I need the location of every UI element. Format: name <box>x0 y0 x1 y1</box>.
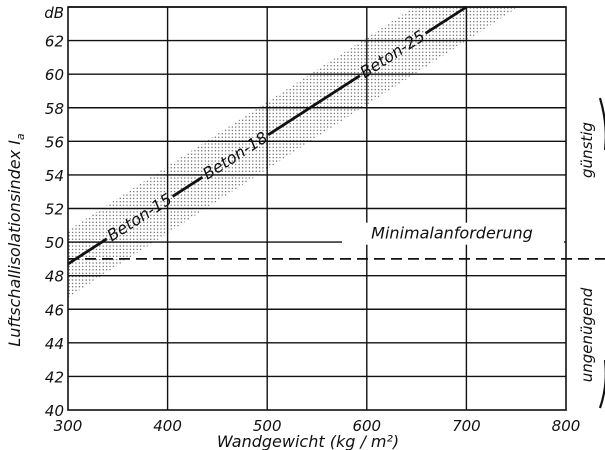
y-tick-label-58: 58 <box>45 100 64 118</box>
x-tick-label-300: 300 <box>54 417 83 435</box>
series-line-segment-3 <box>267 74 361 136</box>
tolerance-band-area <box>68 7 519 298</box>
y-tick-label-42: 42 <box>45 368 64 386</box>
side-annotations: günstig ungenügend <box>578 97 605 409</box>
y-tick-label-62: 62 <box>45 33 64 51</box>
x-tick-label-700: 700 <box>452 417 481 435</box>
y-tick-label-50: 50 <box>45 234 64 252</box>
tolerance-band <box>68 7 519 298</box>
grid <box>67 6 567 411</box>
x-tick-label-600: 600 <box>352 417 381 435</box>
y-tick-label-54: 54 <box>45 167 64 185</box>
y-tick-label-60: 60 <box>45 66 64 84</box>
x-tick-label-500: 500 <box>253 417 282 435</box>
side-label-lower: ungenügend <box>578 287 596 382</box>
x-tick-label-400: 400 <box>153 417 182 435</box>
x-tick-label-800: 800 <box>552 417 581 435</box>
bracket-upper <box>598 97 605 150</box>
series-line-segment-2 <box>171 176 204 198</box>
y-tick-label-46: 46 <box>45 301 64 319</box>
side-label-upper: günstig <box>578 122 596 178</box>
y-tick-label-44: 44 <box>45 335 64 353</box>
y-tick-label-56: 56 <box>45 133 64 151</box>
series-line-segment-4 <box>424 5 468 35</box>
bracket-lower <box>598 360 605 409</box>
reference-layer: Minimalanforderung <box>68 222 605 260</box>
y-axis-title-subscript: a <box>14 133 27 140</box>
reference-label-bg <box>342 222 564 245</box>
reference-label: Minimalanforderung <box>371 224 533 243</box>
y-axis-title: Luftschallisolationsindex Ia <box>5 133 27 347</box>
y-tick-label-48: 48 <box>45 268 64 286</box>
y-tick-label-52: 52 <box>45 201 64 219</box>
y-unit-label: dB <box>44 4 64 22</box>
y-tick-label-40: 40 <box>45 402 64 420</box>
tick-labels: 300 400 500 600 700 800 40 42 44 46 48 50 52 54 56 58 60… <box>5 4 580 450</box>
plot-frame <box>67 6 567 411</box>
x-axis-title: Wandgewicht (kg / m²) <box>217 432 399 450</box>
